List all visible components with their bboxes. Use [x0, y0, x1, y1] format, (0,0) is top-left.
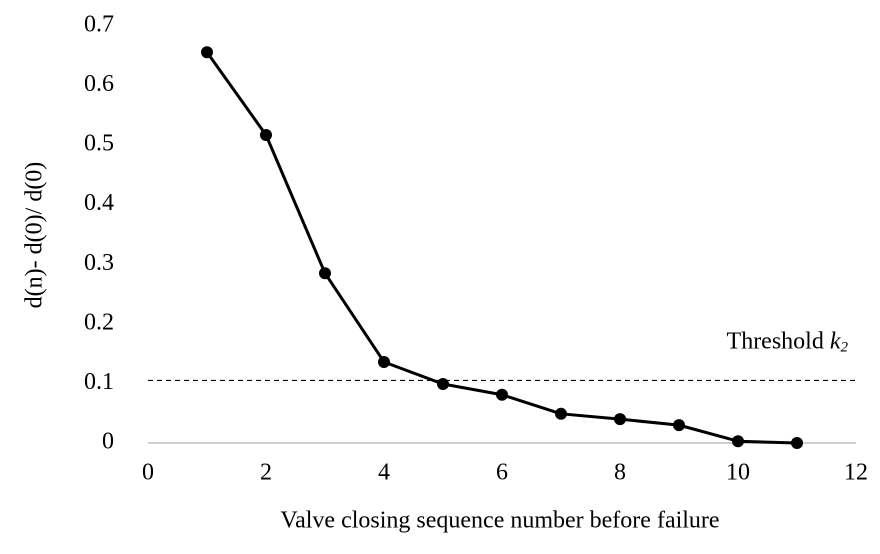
data-point	[791, 437, 803, 449]
data-point	[555, 407, 567, 420]
y-tick-label: 0.3	[84, 250, 114, 276]
threshold-symbol: k	[830, 328, 841, 354]
y-tick-label: 0	[102, 429, 114, 455]
x-axis-label: Valve closing sequence number before fai…	[280, 508, 719, 534]
data-point	[260, 129, 272, 142]
threshold-label: Threshold k2	[727, 328, 849, 356]
x-tick-label: 8	[614, 460, 626, 486]
y-tick-label: 0.5	[84, 131, 114, 157]
x-tick-label: 2	[260, 460, 272, 486]
series-line	[205, 51, 798, 445]
y-tick-label: 0.4	[84, 190, 114, 216]
x-tick-label: 12	[844, 460, 868, 486]
threshold-subscript: 2	[841, 340, 849, 356]
y-tick-label: 0.6	[84, 71, 114, 97]
x-tick-label: 0	[142, 460, 154, 486]
threshold-text: Threshold	[727, 328, 824, 354]
data-point	[437, 378, 449, 391]
x-tick-label: 6	[496, 460, 508, 486]
data-point	[673, 419, 685, 432]
x-tick-label: 4	[378, 460, 390, 486]
data-point	[614, 413, 626, 426]
y-tick-label: 0.2	[84, 309, 114, 335]
y-tick-label: 0.1	[84, 369, 114, 395]
data-point	[201, 46, 213, 59]
data-point	[496, 388, 508, 401]
data-point	[732, 435, 744, 448]
y-axis-label: d(n)- d(0)/ d(0)	[22, 162, 48, 309]
y-tick-label: 0.7	[84, 12, 114, 38]
data-point	[319, 267, 331, 280]
data-point	[378, 355, 390, 368]
x-tick-label: 10	[726, 460, 750, 486]
